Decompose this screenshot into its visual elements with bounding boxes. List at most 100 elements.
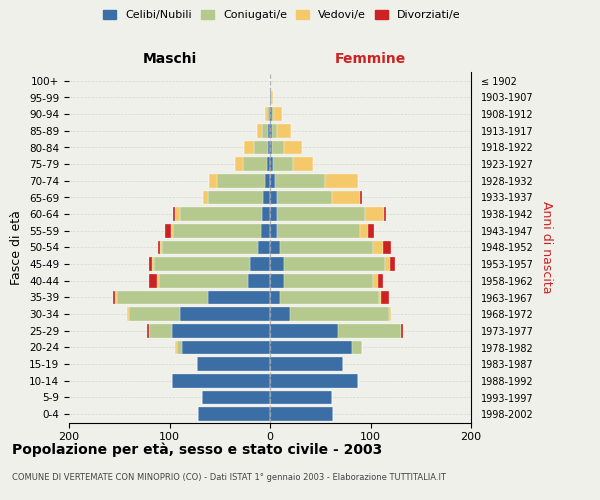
Bar — [270, 308, 290, 321]
Bar — [267, 158, 270, 171]
Bar — [270, 408, 334, 421]
Bar — [361, 224, 368, 237]
Bar — [157, 274, 160, 287]
Bar — [380, 290, 389, 304]
Bar — [243, 158, 267, 171]
Bar — [172, 324, 270, 338]
Bar — [270, 290, 280, 304]
Bar — [182, 340, 270, 354]
Bar — [179, 308, 270, 321]
Text: Popolazione per età, sesso e stato civile - 2003: Popolazione per età, sesso e stato civil… — [12, 442, 382, 457]
Bar — [208, 190, 263, 204]
Bar — [202, 390, 270, 404]
Bar — [203, 190, 208, 204]
Bar — [270, 108, 272, 121]
Bar — [383, 240, 391, 254]
Text: COMUNE DI VERTEMATE CON MINOPRIO (CO) - Dati ISTAT 1° gennaio 2003 - Elaborazion: COMUNE DI VERTEMATE CON MINOPRIO (CO) - … — [12, 472, 446, 482]
Bar — [377, 274, 383, 287]
Bar — [270, 374, 358, 388]
Bar — [270, 274, 284, 287]
Bar — [379, 290, 380, 304]
Bar — [173, 224, 261, 237]
Bar — [127, 308, 130, 321]
Bar — [160, 274, 248, 287]
Bar — [385, 258, 389, 271]
Bar — [270, 240, 280, 254]
Bar — [272, 140, 284, 154]
Bar — [250, 258, 270, 271]
Bar — [149, 274, 157, 287]
Bar — [270, 174, 275, 188]
Bar — [173, 208, 175, 221]
Bar — [149, 324, 172, 338]
Bar — [217, 174, 265, 188]
Bar — [258, 240, 270, 254]
Bar — [235, 158, 243, 171]
Bar — [277, 224, 361, 237]
Bar — [280, 290, 379, 304]
Bar — [113, 290, 115, 304]
Bar — [158, 240, 160, 254]
Bar — [290, 308, 389, 321]
Bar — [270, 190, 277, 204]
Bar — [130, 308, 179, 321]
Bar — [293, 158, 313, 171]
Bar — [389, 258, 395, 271]
Bar — [176, 340, 182, 354]
Bar — [170, 224, 173, 237]
Bar — [179, 208, 262, 221]
Bar — [268, 124, 270, 138]
Bar — [325, 174, 358, 188]
Bar — [166, 224, 170, 237]
Bar — [269, 108, 270, 121]
Bar — [208, 290, 270, 304]
Bar — [373, 274, 377, 287]
Bar — [263, 190, 270, 204]
Bar — [175, 340, 176, 354]
Bar — [267, 108, 269, 121]
Bar — [115, 290, 117, 304]
Bar — [270, 340, 352, 354]
Bar — [270, 208, 277, 221]
Text: Femmine: Femmine — [335, 52, 406, 66]
Bar — [284, 258, 385, 271]
Bar — [248, 274, 270, 287]
Bar — [172, 374, 270, 388]
Bar — [280, 240, 373, 254]
Bar — [265, 174, 270, 188]
Bar — [271, 90, 273, 104]
Bar — [273, 158, 293, 171]
Bar — [154, 258, 250, 271]
Bar — [270, 224, 277, 237]
Bar — [373, 240, 383, 254]
Bar — [284, 140, 302, 154]
Text: Maschi: Maschi — [142, 52, 197, 66]
Bar — [175, 208, 179, 221]
Bar — [270, 124, 272, 138]
Bar — [401, 324, 403, 338]
Bar — [257, 124, 262, 138]
Bar — [149, 258, 152, 271]
Bar — [265, 108, 267, 121]
Bar — [383, 208, 386, 221]
Bar — [368, 224, 374, 237]
Bar — [148, 324, 149, 338]
Bar — [261, 224, 270, 237]
Bar — [272, 124, 277, 138]
Bar — [262, 208, 270, 221]
Bar — [197, 358, 270, 371]
Bar — [272, 108, 274, 121]
Bar — [268, 140, 270, 154]
Legend: Celibi/Nubili, Coniugati/e, Vedovi/e, Divorziati/e: Celibi/Nubili, Coniugati/e, Vedovi/e, Di… — [99, 6, 465, 25]
Bar — [277, 208, 365, 221]
Bar — [209, 174, 217, 188]
Bar — [365, 208, 383, 221]
Bar — [163, 240, 258, 254]
Bar — [389, 308, 391, 321]
Bar — [361, 190, 362, 204]
Bar — [117, 290, 208, 304]
Bar — [270, 90, 271, 104]
Bar — [274, 108, 282, 121]
Bar — [338, 324, 401, 338]
Bar — [275, 174, 325, 188]
